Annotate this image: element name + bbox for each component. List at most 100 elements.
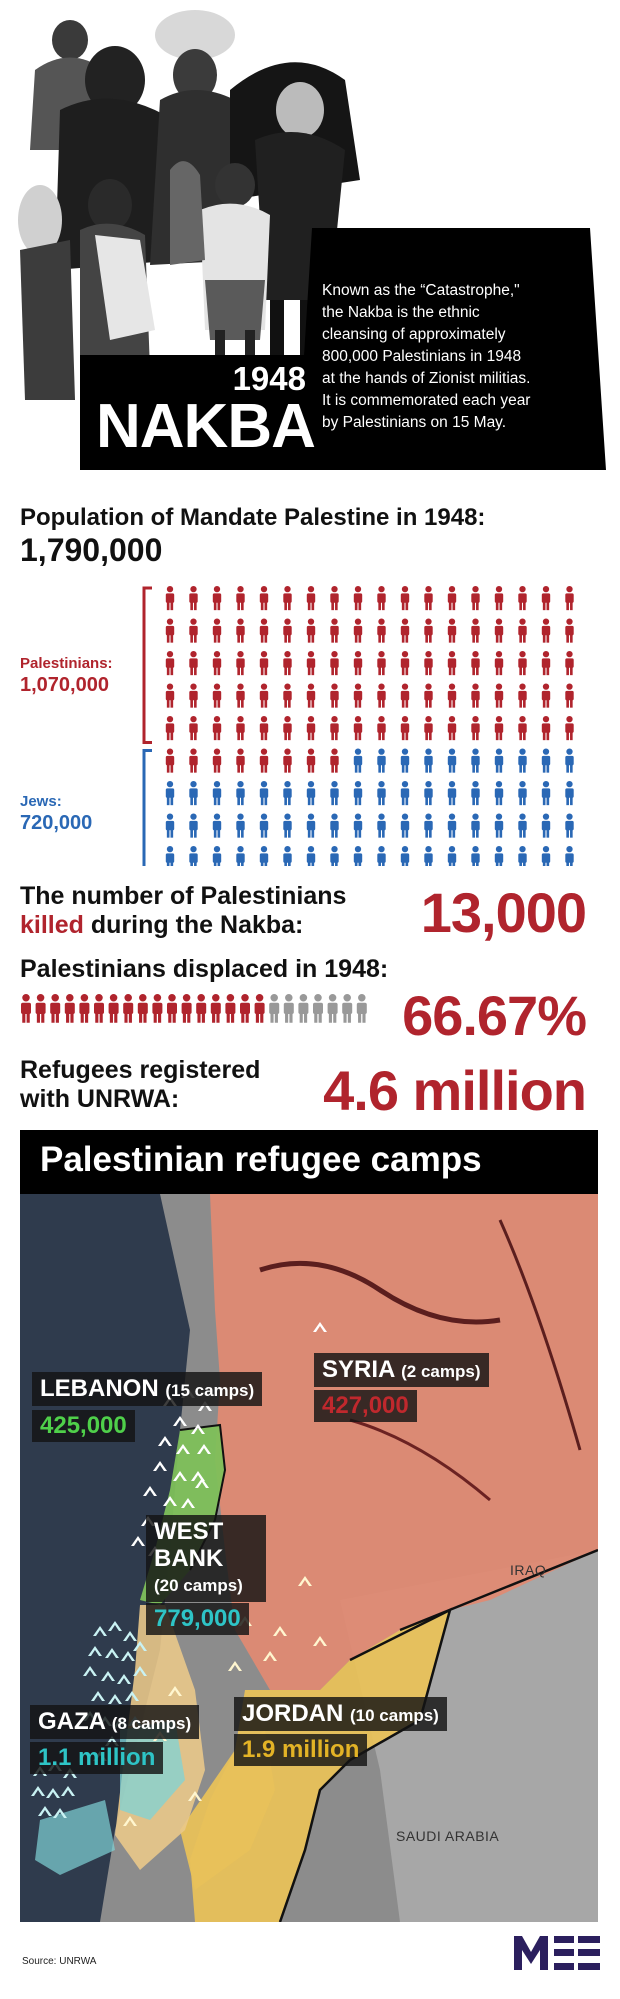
lebanon-camp-icon bbox=[158, 1436, 172, 1446]
lebanon-camps: (15 camps) bbox=[165, 1381, 255, 1400]
palestinian-person-icon bbox=[377, 683, 386, 708]
displaced-person-icon bbox=[167, 994, 177, 1023]
jewish-person-icon bbox=[518, 748, 527, 773]
gaza-camp-icon bbox=[46, 1788, 60, 1798]
jewish-person-icon bbox=[471, 813, 480, 838]
jewish-person-icon bbox=[236, 846, 245, 866]
jewish-person-icon bbox=[424, 846, 433, 866]
jewish-person-icon bbox=[212, 813, 222, 838]
gaza-name: GAZA bbox=[38, 1708, 106, 1735]
palestinian-person-icon bbox=[330, 618, 339, 643]
displaced-person-icon bbox=[79, 994, 90, 1023]
jewish-person-icon bbox=[259, 813, 269, 838]
jewish-person-icon bbox=[165, 813, 175, 838]
gaza-camp-icon bbox=[38, 1806, 52, 1816]
palestinian-person-icon bbox=[189, 683, 198, 708]
jewish-person-icon bbox=[447, 781, 457, 806]
hero-description: Known as the “Catastrophe," the Nakba is… bbox=[322, 280, 607, 434]
palestinian-person-icon bbox=[518, 683, 527, 708]
displaced-person-icon bbox=[123, 994, 134, 1023]
jordan-name: JORDAN bbox=[242, 1700, 344, 1727]
jewish-person-icon bbox=[424, 748, 433, 773]
jewish-person-icon bbox=[283, 846, 292, 866]
displaced-person-icon bbox=[225, 994, 236, 1023]
jewish-person-icon bbox=[377, 813, 386, 838]
lebanon-camp-icon bbox=[173, 1471, 187, 1481]
killed-rest: during the Nakba: bbox=[83, 911, 304, 939]
remaining-person-icon bbox=[327, 994, 338, 1023]
jewish-person-icon bbox=[189, 781, 198, 806]
palestinian-person-icon bbox=[259, 618, 269, 643]
lebanon-camp-icon bbox=[198, 1401, 212, 1411]
jewish-person-icon bbox=[400, 781, 410, 806]
palestinian-person-icon bbox=[236, 748, 245, 773]
jewish-person-icon bbox=[447, 846, 457, 866]
jewish-person-icon bbox=[353, 813, 363, 838]
jordan-value: 1.9 million bbox=[234, 1734, 368, 1766]
jewish-person-icon bbox=[353, 781, 363, 806]
jewish-person-icon bbox=[189, 813, 198, 838]
lebanon-camp-icon bbox=[143, 1486, 157, 1496]
displaced-person-icon bbox=[64, 994, 75, 1023]
jewish-person-icon bbox=[447, 748, 457, 773]
palestinian-person-icon bbox=[330, 716, 339, 741]
jewish-person-icon bbox=[471, 748, 480, 773]
palestinians-label: Palestinians: bbox=[20, 655, 113, 672]
palestinian-person-icon bbox=[518, 651, 527, 676]
syria-camp-icon bbox=[313, 1322, 327, 1332]
palestinian-person-icon bbox=[447, 683, 457, 708]
killed-value: 13,000 bbox=[420, 881, 587, 944]
palestinian-person-icon bbox=[565, 586, 574, 611]
palestinian-person-icon bbox=[400, 716, 410, 741]
lebanon-camp-icon bbox=[163, 1496, 177, 1506]
palestinian-person-icon bbox=[400, 683, 410, 708]
gaza-label: GAZA (8 camps) bbox=[30, 1705, 200, 1739]
palestinian-person-icon bbox=[424, 716, 433, 741]
palestinian-person-icon bbox=[565, 683, 574, 708]
jews-value: 720,000 bbox=[20, 812, 93, 834]
westbank-camp-icon bbox=[83, 1666, 97, 1676]
lebanon-camp-icon bbox=[181, 1498, 195, 1508]
displaced-person-icon bbox=[35, 994, 46, 1023]
jewish-person-icon bbox=[518, 781, 527, 806]
palestinian-person-icon bbox=[353, 618, 363, 643]
jewish-person-icon bbox=[306, 846, 316, 866]
syria-name: SYRIA bbox=[322, 1356, 395, 1383]
jewish-person-icon bbox=[494, 748, 504, 773]
palestinians-bracket bbox=[142, 586, 152, 744]
hero-desc-line: 800,000 Palestinians in 1948 bbox=[322, 348, 522, 365]
displaced-person-icon bbox=[108, 994, 119, 1023]
jewish-person-icon bbox=[377, 748, 386, 773]
hero-title: NAKBA bbox=[96, 392, 316, 461]
palestinian-person-icon bbox=[565, 651, 574, 676]
palestinian-person-icon bbox=[283, 618, 292, 643]
palestinian-person-icon bbox=[400, 651, 410, 676]
jewish-person-icon bbox=[259, 846, 269, 866]
palestinian-person-icon bbox=[494, 683, 504, 708]
westbank-name1: WEST bbox=[154, 1518, 224, 1545]
jewish-person-icon bbox=[565, 846, 574, 866]
gaza-camp-icon bbox=[61, 1786, 75, 1796]
population-icon-grid bbox=[142, 586, 574, 866]
jordan-camp-icon bbox=[263, 1651, 277, 1661]
westbank-camp-icon bbox=[88, 1646, 102, 1656]
jewish-person-icon bbox=[330, 813, 339, 838]
palestinian-person-icon bbox=[518, 618, 527, 643]
jewish-person-icon bbox=[424, 781, 433, 806]
refugees-value: 4.6 million bbox=[323, 1059, 587, 1122]
palestinian-person-icon bbox=[494, 716, 504, 741]
palestinian-person-icon bbox=[377, 618, 386, 643]
westbank-camp-icon bbox=[101, 1671, 115, 1681]
palestinian-person-icon bbox=[541, 618, 551, 643]
remaining-person-icon bbox=[298, 994, 309, 1023]
palestinian-person-icon bbox=[259, 651, 269, 676]
palestinian-person-icon bbox=[283, 586, 292, 611]
displaced-icon-row bbox=[21, 994, 367, 1023]
jewish-person-icon bbox=[353, 846, 363, 866]
palestinian-person-icon bbox=[518, 586, 527, 611]
palestinian-person-icon bbox=[306, 716, 316, 741]
jewish-person-icon bbox=[212, 846, 222, 866]
displaced-person-icon bbox=[152, 994, 163, 1023]
jewish-person-icon bbox=[330, 781, 339, 806]
hero-desc-line: at the hands of Zionist militias. bbox=[322, 370, 531, 387]
